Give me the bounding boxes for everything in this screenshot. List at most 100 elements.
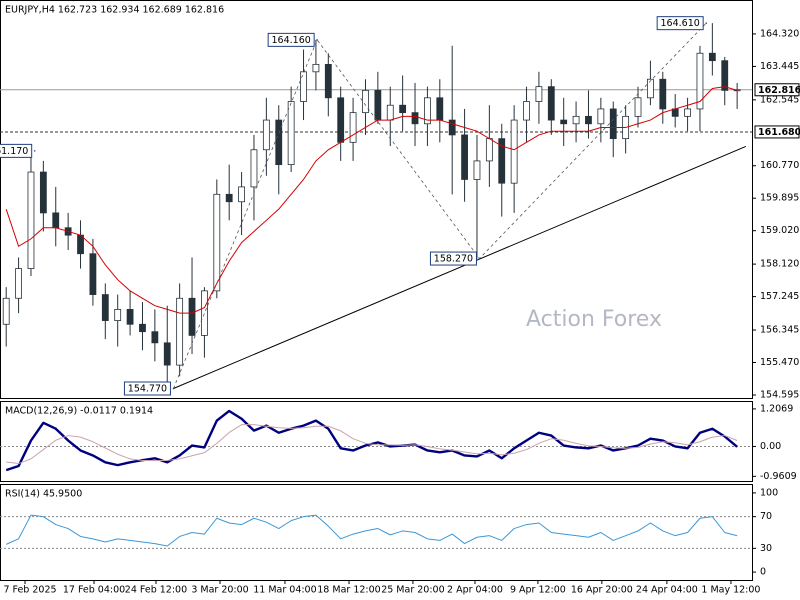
pivot-label: 161.170 <box>0 146 28 157</box>
y-tick-label: -0.9609 <box>760 471 797 482</box>
x-tick-label: 24 Feb 12:00 <box>125 585 187 596</box>
candle-body <box>374 89 382 121</box>
candle-body <box>436 97 444 121</box>
candle-body <box>27 171 35 269</box>
candle-body <box>225 193 233 203</box>
x-tick-label: 9 Apr 12:00 <box>510 585 566 596</box>
x-tick-label: 25 Mar 20:00 <box>381 585 444 596</box>
candle-body <box>250 149 258 188</box>
y-tick-label: 1.2069 <box>760 403 793 414</box>
pivot-label-box <box>0 143 33 158</box>
y-tick-label: 164.320 <box>760 28 799 39</box>
x-tick-label: 7 Feb 2025 <box>3 585 56 596</box>
watermark: Action Forex <box>526 307 662 332</box>
trendline <box>173 145 747 389</box>
x-tick-label: 1 May 12:00 <box>701 585 760 596</box>
x-tick-label: 16 Apr 20:00 <box>571 585 633 596</box>
candle-body <box>151 331 159 344</box>
moving-average <box>5 86 738 314</box>
pivot-point <box>705 22 707 24</box>
candle-body <box>15 268 22 299</box>
candle-body <box>287 101 295 166</box>
candle-body <box>337 97 345 143</box>
pivot-label: 164.610 <box>661 18 700 29</box>
y-tick-label: 0.00 <box>760 441 781 452</box>
x-tick-label: 24 Apr 04:00 <box>636 585 698 596</box>
x-tick-label: 3 Mar 20:00 <box>191 585 248 596</box>
candle-body <box>535 86 543 102</box>
candle-body <box>77 234 84 255</box>
candle-body <box>597 108 605 125</box>
candle-body <box>52 212 60 229</box>
candle-body <box>101 294 109 321</box>
y-tick-label: 163.445 <box>760 61 799 72</box>
pivot-label-box <box>267 32 315 47</box>
y-tick-label: 157.245 <box>760 291 799 302</box>
candle-body <box>275 119 283 166</box>
candle-body <box>399 104 407 114</box>
candle-body <box>634 97 642 117</box>
candle-body <box>461 134 468 180</box>
pivot-point <box>478 257 481 260</box>
price-level-box <box>754 125 800 139</box>
candle-body <box>585 115 592 125</box>
x-tick-label: 2 Apr 04:00 <box>447 585 503 596</box>
candle-body <box>39 171 47 214</box>
y-tick-label: 0 <box>760 567 766 578</box>
pivot-label-box <box>123 381 171 396</box>
pivot-point <box>316 39 318 41</box>
candle-body <box>2 297 10 325</box>
panel-title: MACD(12,26,9) -0.0117 0.1914 <box>5 406 153 417</box>
candle-body <box>424 97 431 125</box>
panel-title: EURJPY,H4 162.723 162.934 162.689 162.81… <box>5 5 224 16</box>
candle-body <box>89 253 97 295</box>
y-tick-label: 154.595 <box>760 389 799 400</box>
candle-body <box>647 78 654 99</box>
zigzag <box>173 22 707 389</box>
pivot-point <box>33 150 36 152</box>
pivot-label: 158.270 <box>434 254 473 265</box>
candle-body <box>139 323 146 333</box>
candle-body <box>485 138 493 162</box>
candle-body <box>349 112 357 143</box>
price-level-box <box>754 83 800 97</box>
pivot-label: 154.770 <box>128 383 167 394</box>
y-tick-label: 155.470 <box>760 357 799 368</box>
x-tick-label: 17 Feb 04:00 <box>63 585 125 596</box>
candle-body <box>176 297 184 366</box>
candle-body <box>262 119 270 151</box>
candle-body <box>312 63 320 73</box>
candle-body <box>114 309 122 321</box>
candle-body <box>201 290 208 336</box>
candle-body <box>523 101 530 121</box>
y-tick-label: 100 <box>760 487 778 498</box>
candle-body <box>238 186 245 203</box>
rsi-panel <box>0 484 753 581</box>
price-level-label: 162.816 <box>758 85 800 96</box>
candle-body <box>498 138 506 184</box>
candle-body <box>213 193 221 292</box>
x-tick-label: 11 Mar 04:00 <box>253 585 316 596</box>
y-tick-label: 159.895 <box>760 193 799 204</box>
price-level-label: 161.680 <box>758 127 800 138</box>
candle-body <box>126 309 134 325</box>
y-tick-label: 160.770 <box>760 160 799 171</box>
candle-body <box>386 104 394 121</box>
candle-body <box>473 160 481 180</box>
y-tick-label: 156.345 <box>760 325 799 336</box>
indicator-line <box>6 424 738 465</box>
candle-body <box>448 119 456 136</box>
candle-body <box>300 71 307 102</box>
price-panel <box>0 0 753 399</box>
candle-body <box>188 297 196 336</box>
y-tick-label: 30 <box>760 543 772 554</box>
candle-body <box>324 63 332 99</box>
panel-title: RSI(14) 45.9500 <box>5 489 82 500</box>
candle-body <box>362 89 369 114</box>
candle-body <box>708 52 716 62</box>
candle-body <box>411 112 419 125</box>
macd-panel <box>0 401 753 482</box>
pivot-label: 164.160 <box>272 35 311 46</box>
candle-body <box>572 115 580 125</box>
